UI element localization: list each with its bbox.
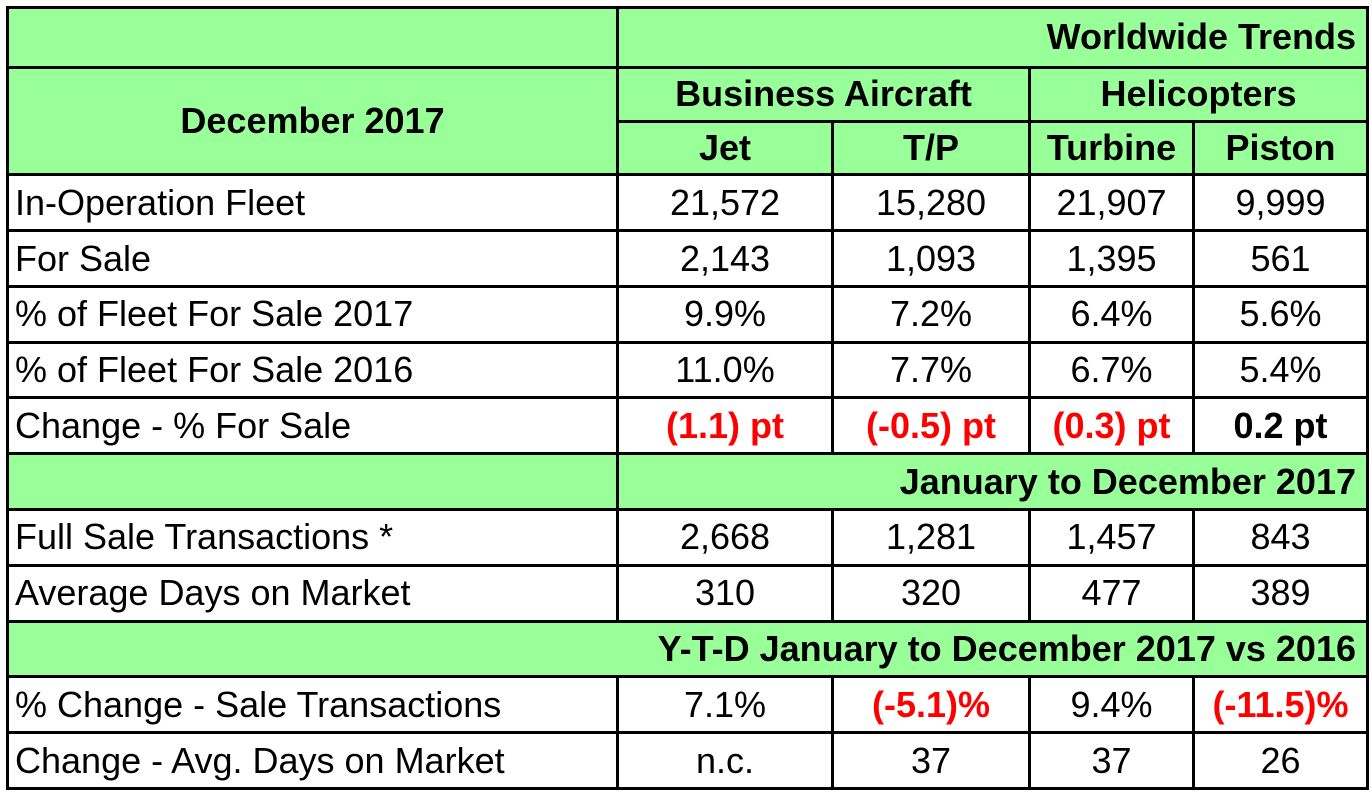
- row-label: In-Operation Fleet: [6, 173, 619, 233]
- column-header-tp: T/P: [831, 119, 1031, 177]
- cell-value: 9.9%: [616, 284, 834, 344]
- group-helicopters: Helicopters: [1028, 65, 1369, 123]
- cell-value: 15,280: [831, 173, 1031, 233]
- group-business-aircraft: Business Aircraft: [616, 65, 1031, 123]
- cell-value: 320: [831, 563, 1031, 623]
- cell-value: 7.2%: [831, 284, 1031, 344]
- period-label: December 2017: [6, 65, 619, 177]
- cell-value-negative: (-0.5) pt: [831, 396, 1031, 456]
- header-blank-cell: [6, 6, 619, 69]
- cell-value: 2,143: [616, 229, 834, 288]
- cell-value: 389: [1192, 563, 1369, 623]
- column-header-piston: Piston: [1192, 119, 1369, 177]
- cell-value: 5.4%: [1192, 340, 1369, 400]
- cell-value: 37: [831, 731, 1031, 790]
- cell-value: 7.7%: [831, 340, 1031, 400]
- cell-value: 5.6%: [1192, 284, 1369, 344]
- cell-value: 21,572: [616, 173, 834, 233]
- cell-value: 310: [616, 563, 834, 623]
- table-row: Average Days on Market 310 320 477 389: [6, 563, 1369, 623]
- cell-value: n.c.: [616, 731, 834, 790]
- cell-value: 7.1%: [616, 675, 834, 735]
- row-label: For Sale: [6, 229, 619, 288]
- section-blank-cell: [6, 452, 619, 512]
- column-header-turbine: Turbine: [1028, 119, 1195, 177]
- cell-value: 477: [1028, 563, 1195, 623]
- table-row: In-Operation Fleet 21,572 15,280 21,907 …: [6, 173, 1369, 233]
- cell-value: 26: [1192, 731, 1369, 790]
- cell-value: 1,395: [1028, 229, 1195, 288]
- cell-value: 561: [1192, 229, 1369, 288]
- cell-value: 6.4%: [1028, 284, 1195, 344]
- section-title-ytd: Y-T-D January to December 2017 vs 2016: [6, 619, 1369, 679]
- cell-value: 6.7%: [1028, 340, 1195, 400]
- cell-value-positive: 0.2 pt: [1192, 396, 1369, 456]
- row-label: Full Sale Transactions *: [6, 508, 619, 567]
- table-title: Worldwide Trends: [616, 6, 1369, 69]
- row-label: % Change - Sale Transactions: [6, 675, 619, 735]
- cell-value: 843: [1192, 508, 1369, 567]
- row-label: % of Fleet For Sale 2017: [6, 284, 619, 344]
- cell-value-negative: (1.1) pt: [616, 396, 834, 456]
- table-row: % of Fleet For Sale 2017 9.9% 7.2% 6.4% …: [6, 284, 1369, 344]
- cell-value: 9.4%: [1028, 675, 1195, 735]
- worldwide-trends-table: Worldwide Trends December 2017 Business …: [6, 6, 1369, 790]
- table-row: % of Fleet For Sale 2016 11.0% 7.7% 6.7%…: [6, 340, 1369, 400]
- cell-value-negative: (0.3) pt: [1028, 396, 1195, 456]
- row-label: Change - % For Sale: [6, 396, 619, 456]
- section-title-jan-dec: January to December 2017: [616, 452, 1369, 512]
- cell-value: 1,457: [1028, 508, 1195, 567]
- cell-value: 37: [1028, 731, 1195, 790]
- cell-value: 21,907: [1028, 173, 1195, 233]
- cell-value-negative: (-5.1)%: [831, 675, 1031, 735]
- table-row: % Change - Sale Transactions 7.1% (-5.1)…: [6, 675, 1369, 735]
- row-label: % of Fleet For Sale 2016: [6, 340, 619, 400]
- cell-value: 1,093: [831, 229, 1031, 288]
- table-row: Full Sale Transactions * 2,668 1,281 1,4…: [6, 508, 1369, 567]
- table-row: Change - Avg. Days on Market n.c. 37 37 …: [6, 731, 1369, 790]
- cell-value: 9,999: [1192, 173, 1369, 233]
- row-label: Average Days on Market: [6, 563, 619, 623]
- cell-value: 11.0%: [616, 340, 834, 400]
- table-row: For Sale 2,143 1,093 1,395 561: [6, 229, 1369, 288]
- cell-value: 1,281: [831, 508, 1031, 567]
- column-header-jet: Jet: [616, 119, 834, 177]
- table-row: Change - % For Sale (1.1) pt (-0.5) pt (…: [6, 396, 1369, 456]
- row-label: Change - Avg. Days on Market: [6, 731, 619, 790]
- cell-value-negative: (-11.5)%: [1192, 675, 1369, 735]
- cell-value: 2,668: [616, 508, 834, 567]
